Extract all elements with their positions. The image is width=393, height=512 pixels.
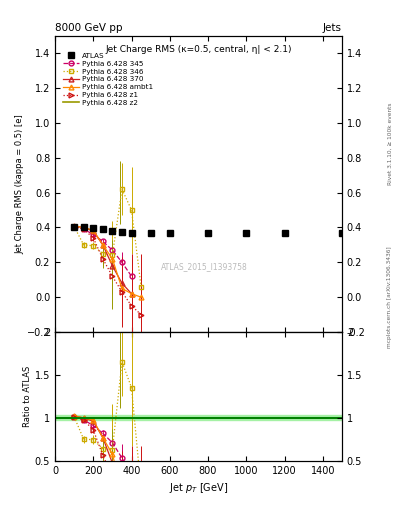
- Bar: [55, 415, 342, 420]
- Y-axis label: Jet Charge RMS (kappa = 0.5) [e]: Jet Charge RMS (kappa = 0.5) [e]: [15, 114, 24, 254]
- Y-axis label: Ratio to ATLAS: Ratio to ATLAS: [23, 366, 32, 427]
- Text: ATLAS_2015_I1393758: ATLAS_2015_I1393758: [161, 262, 248, 271]
- Text: 8000 GeV pp: 8000 GeV pp: [55, 23, 123, 33]
- Text: Rivet 3.1.10, ≥ 100k events: Rivet 3.1.10, ≥ 100k events: [387, 102, 392, 185]
- Legend: ATLAS, Pythia 6.428 345, Pythia 6.428 346, Pythia 6.428 370, Pythia 6.428 ambt1,: ATLAS, Pythia 6.428 345, Pythia 6.428 34…: [61, 51, 154, 108]
- Text: Jet Charge RMS (κ=0.5, central, η| < 2.1): Jet Charge RMS (κ=0.5, central, η| < 2.1…: [105, 45, 292, 54]
- Text: Jets: Jets: [323, 23, 342, 33]
- Text: mcplots.cern.ch [arXiv:1306.3436]: mcplots.cern.ch [arXiv:1306.3436]: [387, 246, 392, 348]
- X-axis label: Jet $p_T$ [GeV]: Jet $p_T$ [GeV]: [169, 481, 228, 495]
